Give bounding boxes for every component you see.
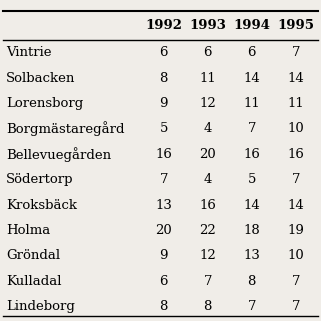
Text: 14: 14 xyxy=(243,199,260,212)
Text: Bellevuegården: Bellevuegården xyxy=(6,147,111,162)
Text: 16: 16 xyxy=(199,199,216,212)
Text: 7: 7 xyxy=(291,300,300,313)
Text: Gröndal: Gröndal xyxy=(6,249,60,263)
Text: 8: 8 xyxy=(160,300,168,313)
Text: Kroksbäck: Kroksbäck xyxy=(6,199,77,212)
Text: 22: 22 xyxy=(199,224,216,237)
Text: 11: 11 xyxy=(243,97,260,110)
Text: 6: 6 xyxy=(160,46,168,59)
Text: 1993: 1993 xyxy=(189,19,226,31)
Text: 16: 16 xyxy=(243,148,260,161)
Text: 19: 19 xyxy=(287,224,304,237)
Text: 7: 7 xyxy=(291,275,300,288)
Text: 6: 6 xyxy=(160,275,168,288)
Text: 13: 13 xyxy=(243,249,260,263)
Text: 7: 7 xyxy=(291,173,300,186)
Text: Lorensborg: Lorensborg xyxy=(6,97,83,110)
Text: 10: 10 xyxy=(287,249,304,263)
Text: 6: 6 xyxy=(204,46,212,59)
Text: 14: 14 xyxy=(287,199,304,212)
Text: 12: 12 xyxy=(199,249,216,263)
Text: Vintrie: Vintrie xyxy=(6,46,51,59)
Text: 7: 7 xyxy=(247,300,256,313)
Text: 4: 4 xyxy=(204,173,212,186)
Text: Lindeborg: Lindeborg xyxy=(6,300,75,313)
Text: 5: 5 xyxy=(160,123,168,135)
Text: 7: 7 xyxy=(204,275,212,288)
Text: 14: 14 xyxy=(287,72,304,85)
Text: 8: 8 xyxy=(204,300,212,313)
Text: 20: 20 xyxy=(155,224,172,237)
Text: 9: 9 xyxy=(160,97,168,110)
Text: 10: 10 xyxy=(287,123,304,135)
Text: 1992: 1992 xyxy=(145,19,182,31)
Text: 18: 18 xyxy=(243,224,260,237)
Text: 16: 16 xyxy=(287,148,304,161)
Text: Kulladal: Kulladal xyxy=(6,275,61,288)
Text: 8: 8 xyxy=(247,275,256,288)
Text: 8: 8 xyxy=(160,72,168,85)
Text: 6: 6 xyxy=(247,46,256,59)
Text: 7: 7 xyxy=(247,123,256,135)
Text: 20: 20 xyxy=(199,148,216,161)
Text: 4: 4 xyxy=(204,123,212,135)
Text: 5: 5 xyxy=(247,173,256,186)
Text: 7: 7 xyxy=(291,46,300,59)
Text: 7: 7 xyxy=(160,173,168,186)
Text: Holma: Holma xyxy=(6,224,50,237)
Text: 16: 16 xyxy=(155,148,172,161)
Text: Solbacken: Solbacken xyxy=(6,72,75,85)
Text: 11: 11 xyxy=(287,97,304,110)
Text: 12: 12 xyxy=(199,97,216,110)
Text: 1995: 1995 xyxy=(277,19,314,31)
Text: 9: 9 xyxy=(160,249,168,263)
Text: 14: 14 xyxy=(243,72,260,85)
Text: 13: 13 xyxy=(155,199,172,212)
Text: 11: 11 xyxy=(199,72,216,85)
Text: Södertorp: Södertorp xyxy=(6,173,73,186)
Text: Borgmästaregård: Borgmästaregård xyxy=(6,122,124,136)
Text: 1994: 1994 xyxy=(233,19,270,31)
